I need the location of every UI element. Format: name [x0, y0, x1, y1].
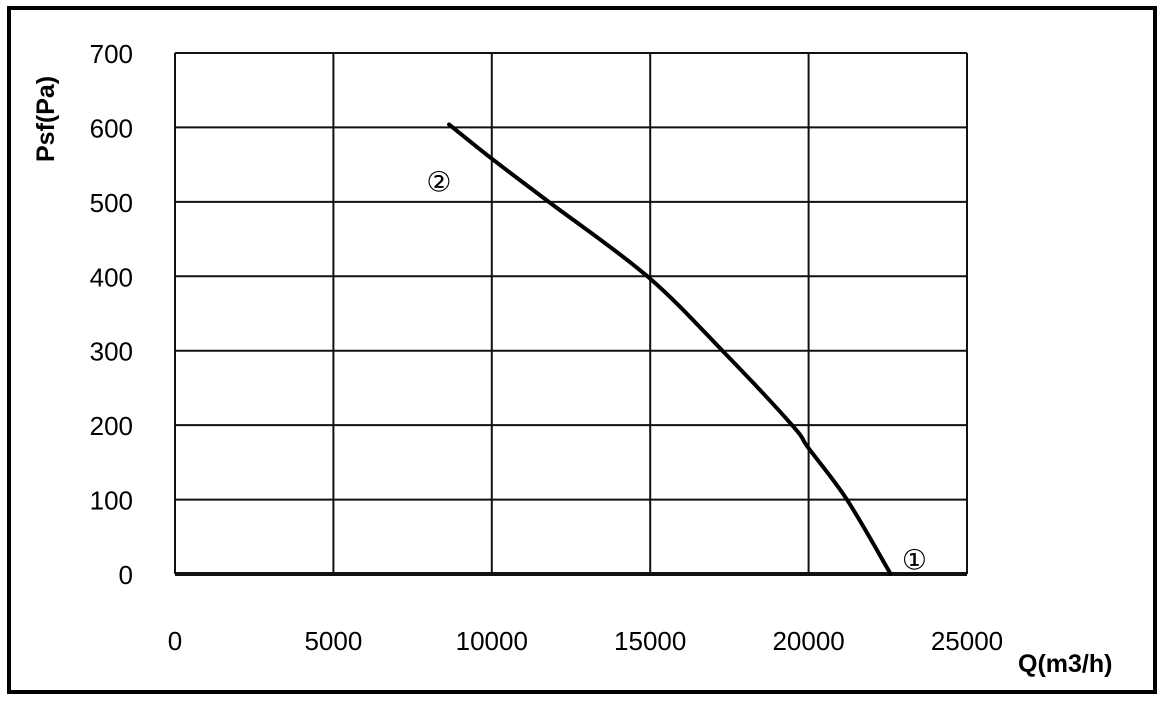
x-axis-label: Q(m3/h) [1018, 650, 1112, 678]
y-tick-label: 600 [90, 113, 133, 143]
x-tick-label: 20000 [772, 626, 844, 656]
y-tick-label: 100 [90, 486, 133, 516]
y-tick-label: 300 [90, 337, 133, 367]
y-tick-label: 500 [90, 188, 133, 218]
x-tick-label: 0 [168, 626, 182, 656]
x-tick-label: 5000 [304, 626, 362, 656]
y-tick-label: 200 [90, 411, 133, 441]
y-tick-label: 700 [90, 39, 133, 69]
y-axis-label: Psf(Pa) [32, 76, 60, 162]
point-label: ① [902, 544, 927, 577]
y-tick-label: 0 [119, 560, 133, 590]
x-tick-label: 10000 [456, 626, 528, 656]
point-label: ② [426, 166, 451, 199]
performance-curve [447, 122, 893, 576]
x-tick-label: 25000 [931, 626, 1003, 656]
y-tick-label: 400 [90, 262, 133, 292]
x-tick-label: 15000 [614, 626, 686, 656]
chart-frame [7, 6, 1157, 694]
